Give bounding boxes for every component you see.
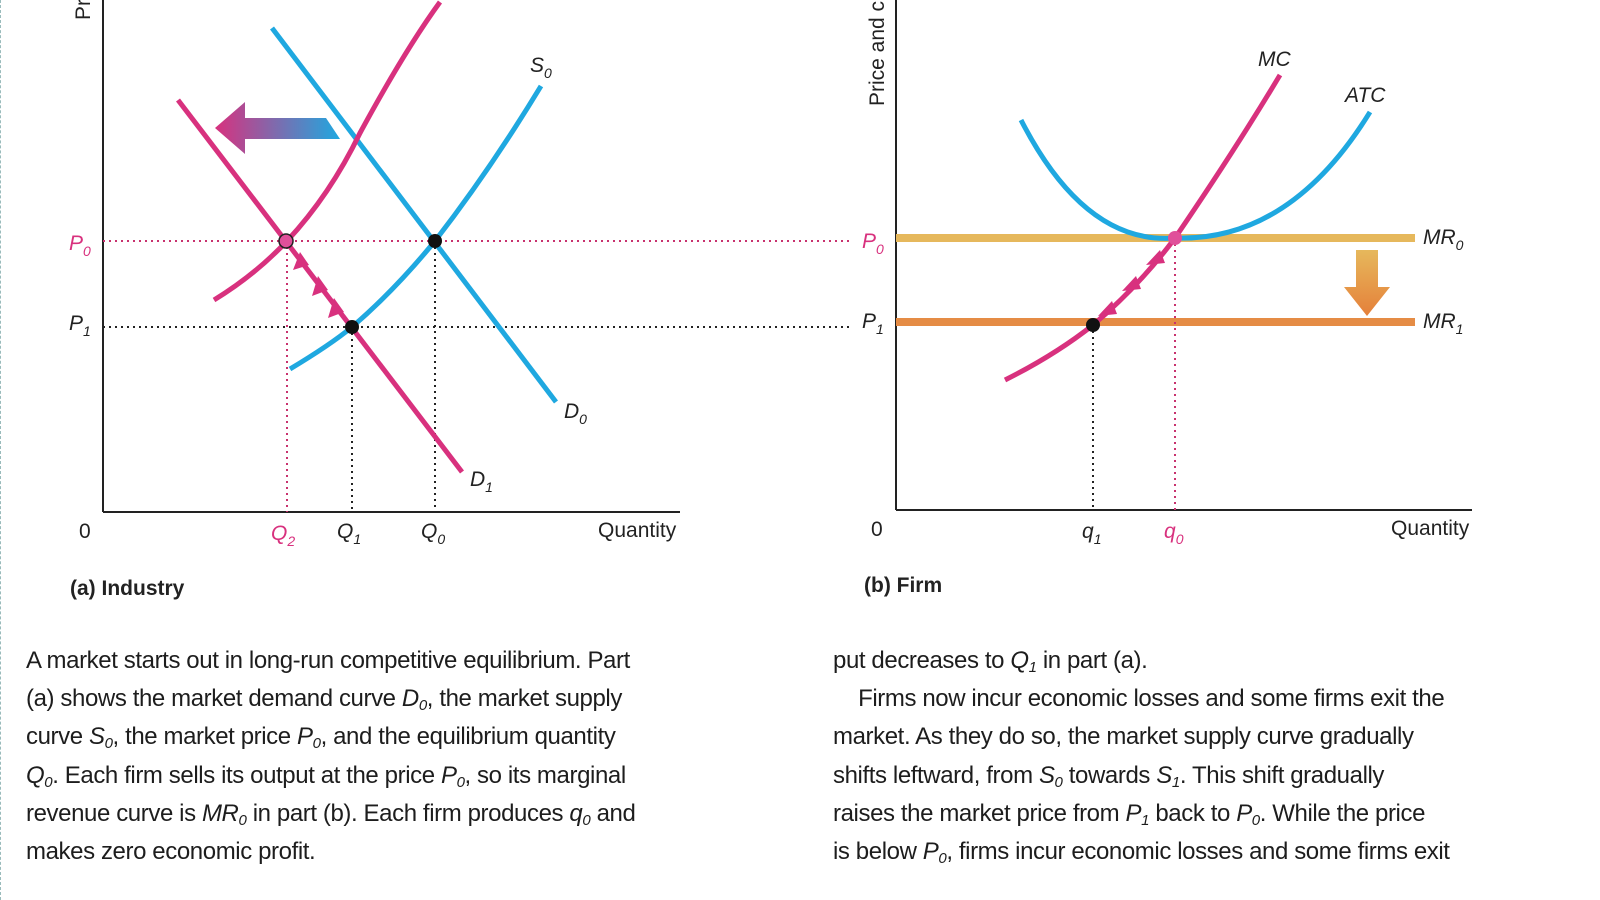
x-axis-label: Quantity [1391,517,1470,540]
label-mc: MC [1258,48,1291,71]
text-line: A market starts out in long-run competit… [26,647,630,674]
math-symbol: S0 [1038,761,1063,791]
y-axis-label: Pr [72,0,95,20]
text-line: curve S0, the market price P0, and the e… [26,723,616,753]
equilibrium-point-q0 [428,234,442,248]
text-line: makes zero economic profit. [26,838,316,866]
page-edge [0,0,3,900]
demand-curve-d0 [270,26,558,404]
label-q1-firm: q1 [1082,520,1101,547]
mr1-line [896,318,1415,326]
short-run-point-q1 [345,320,359,334]
leftward-shift-arrow [215,102,340,154]
math-symbol: P0 [922,838,947,868]
label-q0-firm: q0 [1164,520,1184,547]
down-shift-arrow [1344,250,1390,316]
label-mr0: MR0 [1423,226,1464,253]
math-symbol: S1 [1156,761,1180,791]
firm-equilibrium-point [1168,231,1182,245]
math-symbol: Q1 [1010,647,1037,676]
origin-label: 0 [871,518,883,541]
math-symbol: P0 [297,723,321,753]
text-line: shifts leftward, from S0 towards S1. Thi… [833,761,1385,791]
y-axis-label: Price and c [866,1,889,106]
text-line: market. As they do so, the market supply… [833,723,1414,751]
text-line: is below P0, firms incur economic losses… [833,838,1450,868]
math-symbol: S0 [88,723,113,753]
supply-curve-s0 [288,84,544,372]
figure: Pr S0 D0 D1 P0 P1 0 Q2 Q1 Q0 Quantity (a… [69,0,1472,600]
label-q0: Q0 [421,520,445,547]
panel-industry: Pr S0 D0 D1 P0 P1 0 Q2 Q1 Q0 Quantity (a… [69,0,852,600]
math-symbol: P0 [440,761,465,791]
text-line: Firms now incur economic losses and some… [833,685,1445,713]
supply-curve-s1 [212,0,443,303]
label-atc: ATC [1343,84,1386,107]
price-adjustment-arrows [293,252,344,318]
math-symbol: q0 [569,799,591,829]
firm-short-run-point [1086,318,1100,332]
text-line: (a) shows the market demand curve D0, th… [26,685,622,715]
text-line: put decreases to Q1 in part (a). [833,647,1148,676]
text-line: Q0. Each firm sells its output at the pr… [26,761,626,791]
math-symbol: Q0 [26,761,53,791]
body-text-right-column: put decreases to Q1 in part (a). Firms n… [833,642,1450,871]
label-q2: Q2 [271,522,295,549]
panel-firm: Price and c MC ATC MR0 MR1 P0 P1 0 q1 q0… [862,0,1472,597]
label-d1: D1 [470,468,493,495]
math-symbol: MR0 [201,799,247,829]
label-mr1: MR1 [1423,310,1463,337]
x-axis-label: Quantity [598,519,677,542]
math-symbol: P0 [1236,799,1260,829]
math-symbol: D0 [401,685,427,715]
origin-label: 0 [79,520,91,543]
math-symbol: P1 [1125,799,1150,829]
label-q1: Q1 [337,520,361,547]
label-s0: S0 [530,54,552,81]
label-d0: D0 [564,400,587,427]
label-p0: P0 [862,230,884,257]
label-p0: P0 [69,232,91,259]
caption-firm: (b) Firm [864,574,942,597]
text-line: raises the market price from P1 back to … [833,799,1426,829]
mc-curve [1003,73,1283,383]
atc-curve [1018,110,1373,241]
output-adjustment-arrows [1098,250,1165,316]
label-p1: P1 [862,310,884,337]
text-line: revenue curve is MR0 in part (b). Each f… [26,799,636,829]
new-equilibrium-point [278,233,294,249]
caption-industry: (a) Industry [70,577,185,600]
body-text-left-column: A market starts out in long-run competit… [26,642,636,871]
label-p1: P1 [69,312,91,339]
